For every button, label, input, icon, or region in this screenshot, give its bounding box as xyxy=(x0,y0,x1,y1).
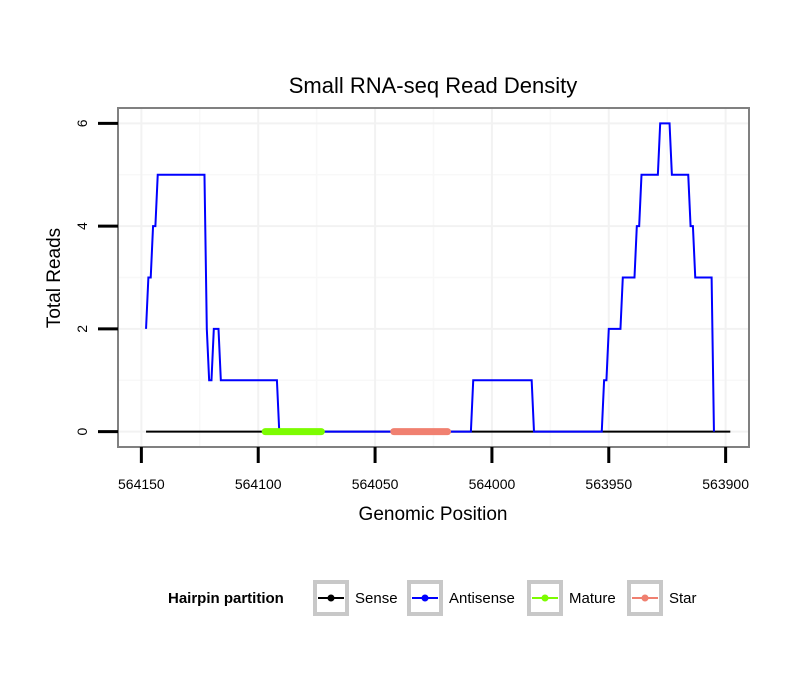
y-axis-title: Total Reads xyxy=(44,228,65,328)
legend: Hairpin partition Sense Antisense Mature St… xyxy=(168,580,697,616)
chart-title: Small RNA-seq Read Density xyxy=(289,73,578,98)
legend-item-star: Star xyxy=(627,580,697,616)
x-axis-title: Genomic Position xyxy=(359,504,508,525)
legend-label: Antisense xyxy=(449,590,515,607)
legend-item-mature: Mature xyxy=(527,580,616,616)
legend-key-point xyxy=(641,594,649,602)
x-tick-label: 563900 xyxy=(702,476,749,492)
legend-label: Star xyxy=(669,590,697,607)
x-tick-label: 564000 xyxy=(469,476,516,492)
panel-border xyxy=(117,107,750,448)
legend-item-antisense: Antisense xyxy=(407,580,515,616)
x-axis: 564150 564100 564050 564000 563950 563900 xyxy=(118,447,749,492)
y-axis: 0 2 4 6 xyxy=(74,119,118,435)
legend-key-point xyxy=(541,594,549,602)
legend-label: Mature xyxy=(569,590,616,607)
y-tick-label: 4 xyxy=(74,222,90,230)
x-tick-label: 564050 xyxy=(352,476,399,492)
y-tick-label: 6 xyxy=(74,119,90,127)
x-tick-label: 564100 xyxy=(235,476,282,492)
legend-label: Sense xyxy=(355,590,398,607)
y-tick-label: 0 xyxy=(74,427,90,435)
series-layer xyxy=(145,122,731,436)
legend-key-point xyxy=(327,594,335,602)
series-line-antisense xyxy=(145,122,715,433)
y-tick-label: 2 xyxy=(74,325,90,333)
x-tick-label: 564150 xyxy=(118,476,165,492)
legend-key-point xyxy=(421,594,429,602)
legend-title: Hairpin partition xyxy=(168,590,284,607)
legend-item-sense: Sense xyxy=(313,580,398,616)
x-tick-label: 563950 xyxy=(585,476,632,492)
